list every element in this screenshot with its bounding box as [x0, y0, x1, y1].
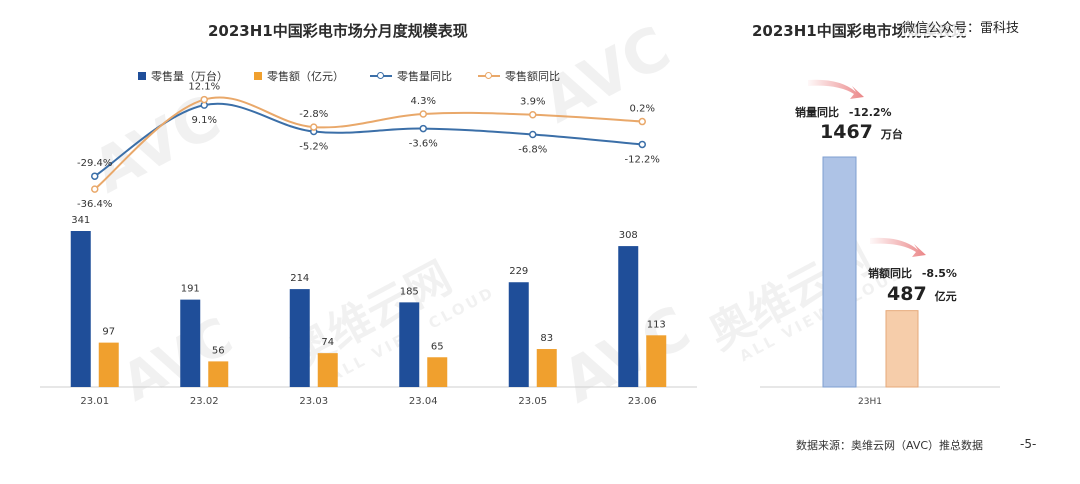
amt-yoy-value: -8.5%: [921, 267, 957, 280]
bar-amount: [427, 357, 448, 387]
vol-total-value: 1467: [820, 121, 873, 143]
point-amount-yoy: [200, 95, 208, 104]
legend-swatch-amt-yoy: [478, 72, 500, 80]
data-label-amount: 97: [102, 327, 115, 338]
legend-label-vol-yoy: 零售量同比: [397, 70, 452, 83]
point-amount-yoy: [529, 110, 537, 119]
data-label-volume-yoy: -3.6%: [409, 139, 438, 150]
x-tick-label: 23H1: [858, 397, 882, 407]
line-amount-yoy: [94, 96, 643, 190]
vol-yoy-annotation: 销量同比 -12.2%: [795, 104, 892, 120]
legend-label-amt: 零售额（亿元）: [267, 70, 344, 83]
x-tick-label: 23.02: [190, 396, 219, 407]
amt-yoy-label: 销额同比: [868, 267, 912, 280]
data-label-volume: 229: [509, 266, 528, 277]
amt-yoy-annotation: 销额同比 -8.5%: [868, 265, 957, 281]
data-label-amount-yoy: 0.2%: [630, 104, 655, 115]
bar-volume: [180, 299, 201, 387]
legend-item-vol: 零售量（万台）: [138, 68, 228, 84]
h1-summary-chart: 23H1: [760, 79, 1000, 407]
amt-total-value: 487: [887, 283, 927, 305]
bar-volume: [399, 302, 420, 387]
bar-h1-volume: [822, 156, 857, 388]
legend-item-amt-yoy: 零售额同比: [478, 68, 560, 84]
legend-item-amt: 零售额（亿元）: [254, 68, 344, 84]
bar-volume: [70, 231, 91, 387]
bar-amount: [646, 335, 667, 387]
data-label-volume-yoy: -5.2%: [299, 142, 328, 153]
data-label-amount: 56: [212, 345, 225, 356]
legend-swatch-vol: [138, 72, 146, 80]
left-chart-title: 2023H1中国彩电市场分月度规模表现: [208, 22, 468, 40]
point-amount-yoy: [419, 110, 427, 118]
bar-amount: [317, 353, 338, 387]
wechat-tag: 微信公众号：雷科技: [902, 17, 1020, 36]
data-label-volume: 214: [290, 273, 309, 284]
data-label-volume-yoy: -6.8%: [518, 144, 547, 155]
data-label-amount-yoy: -2.8%: [299, 109, 328, 120]
bar-amount: [536, 349, 557, 387]
data-label-amount-yoy: 3.9%: [520, 97, 545, 108]
vol-yoy-label: 销量同比: [795, 106, 839, 119]
data-label-volume: 185: [400, 286, 419, 297]
data-label-amount: 74: [321, 337, 334, 348]
x-tick-label: 23.03: [299, 396, 328, 407]
bar-volume: [618, 246, 639, 387]
point-amount-yoy: [91, 185, 99, 193]
point-volume-yoy: [638, 140, 646, 149]
data-label-amount: 83: [540, 333, 553, 344]
data-label-volume-yoy: 9.1%: [192, 115, 217, 126]
x-tick-label: 23.05: [518, 396, 547, 407]
data-label-amount-yoy: -36.4%: [77, 199, 112, 210]
line-volume-yoy: [94, 102, 643, 178]
legend-label-amt-yoy: 零售额同比: [505, 70, 560, 83]
point-volume-yoy: [419, 124, 427, 133]
vol-yoy-value: -12.2%: [848, 106, 892, 119]
data-label-volume: 308: [619, 230, 638, 241]
data-label-volume: 191: [181, 284, 200, 295]
legend-swatch-amt: [254, 72, 262, 80]
legend-item-vol-yoy: 零售量同比: [370, 68, 452, 84]
point-amount-yoy: [638, 117, 646, 126]
data-label-amount-yoy: 4.3%: [411, 96, 436, 107]
point-amount-yoy: [310, 123, 318, 131]
bar-h1-amount: [885, 310, 919, 388]
data-label-amount: 113: [647, 319, 666, 330]
amt-total-unit: 亿元: [934, 290, 957, 303]
vol-total-unit: 万台: [880, 128, 903, 141]
bar-amount: [208, 361, 229, 387]
legend-swatch-vol-yoy: [370, 72, 392, 80]
monthly-chart: 341 97 23.01 191 56 23.02 214 74 23.03 185 65 23.04…: [40, 82, 697, 407]
amt-total: 487 亿元: [887, 283, 957, 305]
vol-total: 1467 万台: [820, 121, 903, 143]
data-source: 数据来源：奥维云网（AVC）推总数据: [796, 439, 984, 452]
x-tick-label: 23.06: [628, 396, 657, 407]
data-label-volume: 341: [71, 215, 90, 226]
x-tick-label: 23.04: [409, 396, 438, 407]
page-number: -5-: [1020, 437, 1037, 451]
x-tick-label: 23.01: [80, 396, 109, 407]
data-label-amount-yoy: 12.1%: [188, 82, 220, 93]
point-volume-yoy: [529, 130, 537, 139]
point-volume-yoy: [91, 172, 99, 180]
legend-label-vol: 零售量（万台）: [151, 70, 228, 83]
down-arrow-icon: [808, 79, 864, 99]
data-label-volume-yoy: -12.2%: [625, 154, 660, 165]
down-arrow-icon: [870, 237, 926, 257]
legend: 零售量（万台） 零售额（亿元） 零售量同比 零售额同比: [138, 68, 586, 84]
bar-volume: [508, 282, 529, 387]
data-label-volume-yoy: -29.4%: [77, 158, 112, 169]
bar-amount: [98, 342, 119, 387]
bar-volume: [289, 289, 310, 387]
data-label-amount: 65: [431, 341, 444, 352]
